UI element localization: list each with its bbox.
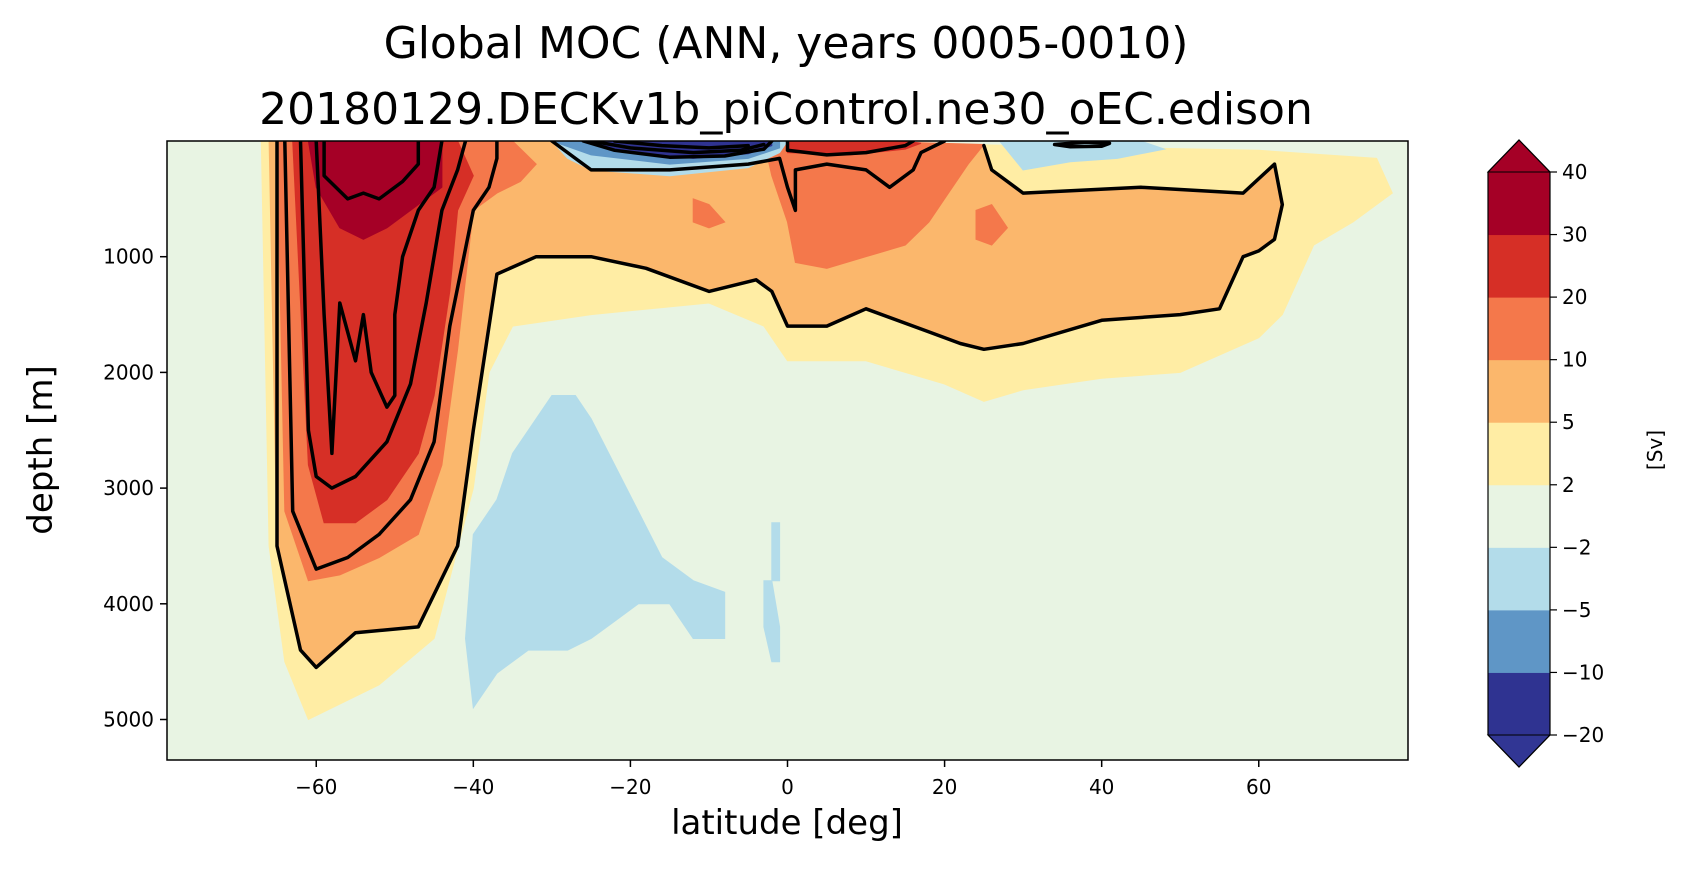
colorbar-segment (1488, 609, 1550, 673)
chart-title-line1: Global MOC (ANN, years 0005-0010) (384, 18, 1189, 69)
contour-fill-pos-surface-north (787, 141, 922, 156)
colorbar-tick-label: 40 (1562, 160, 1587, 184)
colorbar-segment (1488, 484, 1550, 548)
y-axis-ticks: 1000 2000 3000 4000 5000 (103, 245, 167, 732)
contour-line-contour-10 (283, 141, 499, 571)
colorbar-segment (1488, 359, 1550, 423)
colorbar-segment (1488, 547, 1550, 611)
colorbar-label: [Sv] (1643, 430, 1667, 470)
colorbar-tick-label: −10 (1562, 660, 1604, 684)
chart-title-line2: 20180129.DECKv1b_piControl.ne30_oEC.edis… (259, 84, 1313, 135)
x-tick-label: −20 (609, 775, 651, 799)
contour-line-contour-5-south (275, 141, 1285, 670)
colorbar-tick-label: 30 (1562, 223, 1587, 247)
black-contours (275, 141, 1285, 670)
colorbar-segment (1488, 172, 1550, 236)
x-tick-label: 40 (1089, 775, 1114, 799)
x-axis-label: latitude [deg] (671, 803, 903, 843)
contour-fill-cell-20-30 (292, 141, 474, 524)
colorbar-tick-label: 5 (1562, 410, 1575, 434)
colorbar-tick-label: −20 (1562, 723, 1604, 747)
x-tick-label: 0 (781, 775, 794, 799)
x-tick-label: 60 (1246, 775, 1271, 799)
x-axis-ticks: −60 −40 −20 0 20 40 60 (295, 760, 1271, 799)
colorbar-tick-label: 10 (1562, 348, 1587, 372)
contour-fill-neg-sliver-eq (771, 522, 781, 582)
colorbar-segment (1488, 422, 1550, 486)
x-tick-label: −40 (452, 775, 494, 799)
y-tick-label: 3000 (103, 476, 154, 500)
contour-line-contour-north-inner (785, 141, 915, 157)
colorbar-tick-label: −2 (1562, 535, 1591, 559)
colorbar-tick-label: 20 (1562, 285, 1587, 309)
colorbar-segment (1488, 234, 1550, 298)
contour-line-contour-30-inner (322, 141, 421, 201)
y-tick-label: 5000 (103, 708, 154, 732)
colorbar-tick-label: 2 (1562, 473, 1575, 497)
colorbar-segment (1488, 297, 1550, 361)
y-tick-label: 2000 (103, 360, 154, 384)
x-tick-label: 20 (932, 775, 957, 799)
contour-line-contour-30 (314, 141, 444, 456)
contour-fill-neg-surface-north (998, 141, 1167, 171)
y-tick-label: 1000 (103, 245, 154, 269)
plot-area: −60 −40 −20 0 20 40 60 1000 2000 3000 4000 5000 (103, 140, 1409, 799)
contour-fill-cell-10-20-patch (692, 198, 726, 229)
colorbar-tick-label: −5 (1562, 598, 1591, 622)
contour-fill-neg-weak-south (464, 395, 726, 710)
contour-line-contour-20 (298, 141, 468, 490)
y-tick-label: 4000 (103, 592, 154, 616)
contour-fill-cell-10-20-patch-2 (975, 203, 1009, 246)
colorbar-extend-bottom (1486, 734, 1552, 768)
y-axis-label: depth [m] (21, 365, 61, 534)
x-tick-label: −60 (295, 775, 337, 799)
colorbar-extend-top (1486, 139, 1552, 173)
contour-line-contour-neg-20 (612, 141, 750, 150)
colorbar-segment (1488, 672, 1550, 736)
contour-fill-cell-30-40 (307, 141, 443, 240)
contour-line-contour-ring-north (1052, 141, 1112, 149)
contour-line-contour-5-north (550, 141, 947, 213)
contour-fill-neg-sliver-eq-2 (763, 580, 781, 663)
colorbar: −20 −10 −5 −2 2 5 10 20 30 40 (1486, 139, 1604, 768)
contour-line-contour-neg-5 (581, 141, 774, 159)
contour-line-contour-neg-10 (589, 141, 766, 155)
